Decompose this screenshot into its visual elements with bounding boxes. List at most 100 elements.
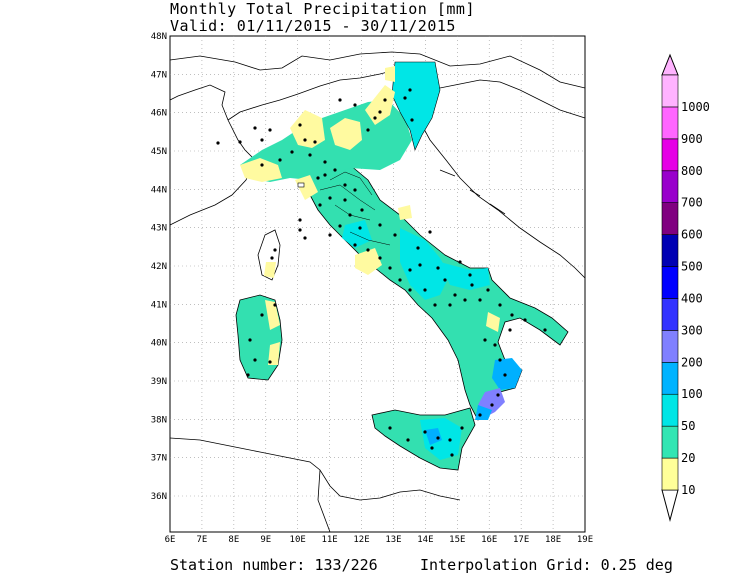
station-marker [486, 288, 490, 292]
station-marker [268, 360, 272, 364]
latitude-labels: 48N 47N 46N 45N 44N 43N 42N 41N 40N 39N 38N 37N 36N [151, 32, 167, 502]
station-marker [290, 150, 294, 154]
station-marker [378, 110, 382, 114]
lon-label: 6E [165, 535, 176, 545]
legend-level-label: 800 [681, 164, 703, 178]
station-marker [430, 446, 434, 450]
station-marker [443, 278, 447, 282]
station-marker [403, 96, 407, 100]
legend-level-label: 200 [681, 355, 703, 369]
station-marker [436, 436, 440, 440]
station-marker [298, 218, 302, 222]
legend-level-label: 50 [681, 419, 695, 433]
station-marker [273, 248, 277, 252]
lon-label: 16E [481, 535, 497, 545]
interpolation-grid: Interpolation Grid: 0.25 deg [420, 556, 673, 574]
legend-swatch [661, 457, 679, 491]
station-marker [453, 293, 457, 297]
lon-label: 14E [417, 535, 433, 545]
station-marker [373, 116, 377, 120]
station-marker [246, 373, 250, 377]
legend-swatch [661, 330, 679, 363]
lat-label: 43N [151, 224, 167, 234]
lat-label: 41N [151, 300, 167, 310]
lat-label: 48N [151, 32, 167, 42]
legend-level-label: 400 [681, 291, 703, 305]
station-marker [510, 313, 514, 317]
station-marker [268, 128, 272, 132]
station-marker [318, 203, 322, 207]
station-marker [508, 328, 512, 332]
station-marker [478, 413, 482, 417]
station-marker [503, 373, 507, 377]
legend-swatch [661, 170, 679, 203]
station-marker [313, 140, 317, 144]
station-marker [388, 426, 392, 430]
station-marker [433, 303, 437, 307]
station-marker [398, 278, 402, 282]
station-marker [333, 168, 337, 172]
station-marker [406, 438, 410, 442]
station-marker [366, 128, 370, 132]
station-marker [323, 173, 327, 177]
station-marker [353, 103, 357, 107]
station-marker [260, 163, 264, 167]
legend-swatch [661, 202, 679, 235]
station-marker [478, 298, 482, 302]
legend-level-label: 700 [681, 196, 703, 210]
lon-label: 12E [353, 535, 369, 545]
lat-label: 47N [151, 70, 167, 80]
legend-level-label: 100 [681, 387, 703, 401]
legend-swatch [661, 298, 679, 331]
lat-label: 38N [151, 415, 167, 425]
station-marker [490, 403, 494, 407]
lon-label: 11E [321, 535, 337, 545]
station-marker [450, 453, 454, 457]
station-marker [303, 236, 307, 240]
station-marker [270, 256, 274, 260]
station-marker [460, 426, 464, 430]
station-marker [338, 98, 342, 102]
station-marker [388, 266, 392, 270]
legend-swatch [661, 74, 679, 108]
station-marker [428, 230, 432, 234]
longitude-labels: 6E 7E 8E 9E 10E 11E 12E 13E 14E 15E 16E 17E 18E 19E [165, 535, 594, 545]
station-marker [448, 438, 452, 442]
station-marker [418, 263, 422, 267]
legend-level-label: 300 [681, 323, 703, 337]
station-marker [498, 358, 502, 362]
legend-swatch [661, 393, 679, 427]
lat-label: 46N [151, 109, 167, 119]
legend-level-label: 20 [681, 451, 695, 465]
station-marker [543, 328, 547, 332]
map-title: Monthly Total Precipitation [mm] [170, 0, 475, 18]
station-marker [470, 283, 474, 287]
station-marker [338, 224, 342, 228]
station-marker [260, 313, 264, 317]
legend-level-label: 10 [681, 483, 695, 497]
precipitation-fields [235, 61, 569, 471]
lon-label: 8E [228, 535, 239, 545]
legend-lower-arrow [661, 489, 679, 522]
station-marker [483, 338, 487, 342]
station-marker [353, 188, 357, 192]
station-marker [343, 198, 347, 202]
legend-swatch [661, 234, 679, 267]
station-marker [248, 338, 252, 342]
station-marker [308, 153, 312, 157]
station-marker [238, 140, 242, 144]
lon-label: 9E [260, 535, 271, 545]
station-marker [303, 138, 307, 142]
station-marker [358, 226, 362, 230]
station-markers [216, 88, 547, 457]
station-marker [408, 288, 412, 292]
station-marker [423, 288, 427, 292]
lon-label: 18E [545, 535, 561, 545]
legend-swatch [661, 362, 679, 395]
lon-label: 7E [197, 535, 208, 545]
lon-label: 17E [513, 535, 529, 545]
station-marker [458, 260, 462, 264]
station-marker [378, 223, 382, 227]
station-marker [423, 430, 427, 434]
station-marker [273, 303, 277, 307]
